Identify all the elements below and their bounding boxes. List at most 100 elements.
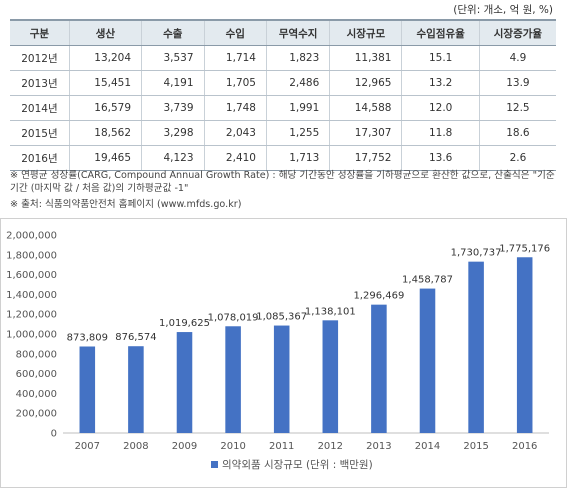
cell-import-share: 13.2 [401,70,480,96]
cell-export: 4,191 [141,70,204,96]
chart-svg: 0 200,000 400,000 600,000 800,000 1,000,000 1,… [6,231,550,472]
header-import-share: 수입점유율 [401,19,480,46]
x-tick-label: 2012 [318,441,343,452]
cell-market-growth: 13.9 [478,70,556,96]
cell-year: 2014년 [10,95,70,121]
cell-import-share: 12.0 [401,95,480,121]
data-label: 876,574 [115,332,156,343]
cell-market-growth: 12.5 [478,95,556,121]
table-row: 2012년 13,204 3,537 1,714 1,823 11,381 15.1 4.9 [10,45,556,71]
bar-2008 [128,346,144,433]
cell-import: 2,410 [203,145,267,171]
header-market-size: 시장규모 [329,19,402,46]
bar-2009 [176,332,193,433]
y-tick-label: 1,000,000 [6,330,57,341]
x-tick-label: 2010 [220,441,245,452]
cell-trade-balance: 1,255 [265,120,330,146]
unit-note: (단위: 개소, 억 원, %) [453,4,553,16]
cell-market-growth: 2.6 [478,145,556,171]
bar-2013 [371,304,387,433]
x-tick-label: 2016 [512,441,537,452]
data-label: 873,809 [67,332,108,343]
cell-production: 15,451 [68,70,142,96]
table-row: 2015년 18,562 3,298 2,043 1,255 17,307 11.8 18.6 [10,120,556,146]
cell-year: 2013년 [10,70,70,96]
cell-production: 19,465 [68,145,142,171]
x-tick-label: 2013 [366,441,391,452]
table-row: 2013년 15,451 4,191 1,705 2,486 12,965 13.2 13.9 [10,70,556,96]
cell-trade-balance: 1,823 [265,45,330,71]
data-label: 1,138,101 [305,306,356,317]
y-tick-label: 2,000,000 [6,231,57,242]
cell-market-size: 17,752 [329,145,402,171]
header-production: 생산 [68,19,142,46]
header-import: 수입 [203,19,267,46]
cell-import: 2,043 [203,120,267,146]
cell-import: 1,748 [203,95,267,121]
bar-2016 [516,257,533,433]
bar-2014 [419,288,436,433]
cell-market-size: 12,965 [329,70,402,96]
bar-2015 [468,261,484,433]
y-tick-label: 1,400,000 [6,290,57,301]
cell-production: 18,562 [68,120,142,146]
header-export: 수출 [141,19,204,46]
data-label: 1,730,737 [451,248,502,259]
cell-production: 16,579 [68,95,142,121]
y-tick-label: 400,000 [16,389,57,400]
cagr-note-line2: 기간 (마지막 값 / 처음 값)의 기하평균값 -1" [10,183,189,194]
bar-2011 [273,325,290,433]
data-label: 1,775,176 [499,243,550,254]
cell-trade-balance: 1,713 [265,145,330,171]
cell-market-growth: 18.6 [478,120,556,146]
x-tick-label: 2007 [75,441,100,452]
data-label: 1,458,787 [402,275,453,286]
cell-production: 13,204 [68,45,142,71]
cell-market-size: 14,588 [329,95,402,121]
table-header-row: 구분 생산 수출 수입 무역수지 시장규모 수입점유율 시장증가율 [10,19,556,46]
x-tick-label: 2011 [269,441,294,452]
legend-swatch [211,461,218,468]
x-tick-label: 2008 [123,441,148,452]
cell-market-size: 17,307 [329,120,402,146]
bar-2010 [225,326,241,433]
y-tick-label: 1,800,000 [6,250,57,261]
market-table: 구분 생산 수출 수입 무역수지 시장규모 수입점유율 시장증가율 2012년 1… [10,19,556,171]
y-tick-label: 1,200,000 [6,310,57,321]
cell-export: 3,298 [141,120,204,146]
header-trade-balance: 무역수지 [265,19,330,46]
market-size-chart: 0 200,000 400,000 600,000 800,000 1,000,000 1,… [0,218,567,488]
table-row: 2014년 16,579 3,739 1,748 1,991 14,588 12.0 12.5 [10,95,556,121]
bar-2007 [79,346,96,433]
x-tick-label: 2015 [463,441,488,452]
cell-market-size: 11,381 [329,45,402,71]
cell-import: 1,705 [203,70,267,96]
cell-import-share: 11.8 [401,120,480,146]
header-category: 구분 [10,19,70,46]
data-label: 1,019,625 [159,318,210,329]
header-market-growth: 시장증가율 [478,19,556,46]
cell-year: 2012년 [10,45,70,71]
bar-2012 [322,320,339,433]
cell-import: 1,714 [203,45,267,71]
source-note: ※ 출처: 식품의약품안전처 홈페이지 (www.mfds.go.kr) [10,199,242,210]
cagr-note: ※ 연평균 성장률(CARG, Compound Annual Growth R… [10,169,556,195]
cell-export: 3,739 [141,95,204,121]
cell-export: 4,123 [141,145,204,171]
cell-year: 2015년 [10,120,70,146]
y-tick-label: 200,000 [16,409,57,420]
y-tick-label: 1,600,000 [6,270,57,281]
x-tick-label: 2014 [415,441,440,452]
cell-import-share: 13.6 [401,145,480,171]
cell-trade-balance: 1,991 [265,95,330,121]
cell-year: 2016년 [10,145,70,171]
data-label: 1,085,367 [256,312,307,323]
y-tick-label: 800,000 [16,349,57,360]
cell-import-share: 15.1 [401,45,480,71]
cagr-note-line1: ※ 연평균 성장률(CARG, Compound Annual Growth R… [10,170,555,181]
y-tick-label: 600,000 [16,369,57,380]
data-label: 1,078,019 [208,312,259,323]
cell-export: 3,537 [141,45,204,71]
data-label: 1,296,469 [353,291,404,302]
x-tick-label: 2009 [172,441,197,452]
